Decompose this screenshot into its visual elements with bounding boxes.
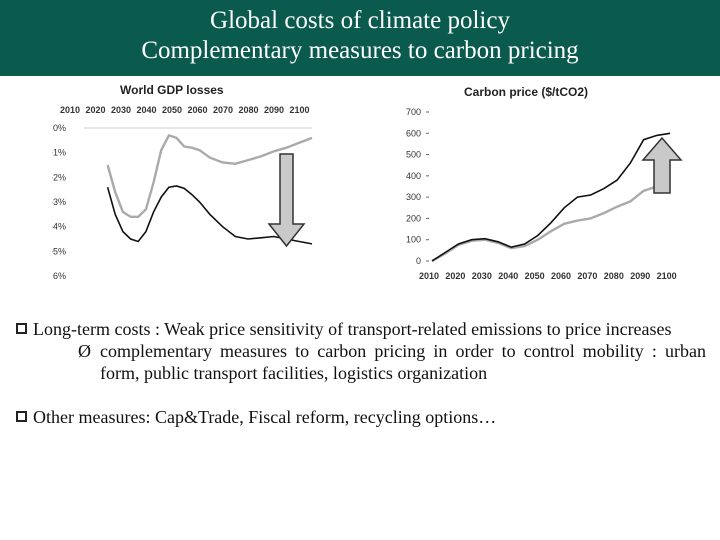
price-x-tick-label: 2040 xyxy=(498,271,518,281)
bullet-item-1: Long-term costs : Weak price sensitivity… xyxy=(16,318,706,340)
gdp-losses-chart: World GDP losses 2010 2020 2030 2040 2050 206… xyxy=(52,83,313,281)
carbon-price-chart: Carbon price ($/tCO2) 2010 2020 2030 2040 20… xyxy=(406,85,683,281)
price-x-tick-label: 2010 xyxy=(419,271,439,281)
gdp-x-tick-label: 2090 xyxy=(264,105,284,115)
gdp-series-light-line xyxy=(106,133,313,219)
sub-bullet-1-text: complementary measures to carbon pricing… xyxy=(100,341,706,383)
price-y-tick-label: 600 xyxy=(406,128,421,138)
title-bar: Global costs of climate policy Complemen… xyxy=(0,0,720,76)
price-x-tick-label: 2060 xyxy=(551,271,571,281)
gdp-y-tick-label: 6% xyxy=(53,271,66,281)
gdp-x-tick-label: 2020 xyxy=(86,105,106,115)
bullet-item-2: Other measures: Cap&Trade, Fiscal reform… xyxy=(16,406,706,428)
gdp-series-dark-line xyxy=(106,185,313,245)
price-x-tick-label: 2100 xyxy=(657,271,677,281)
gdp-y-tick-label: -5% xyxy=(52,246,66,256)
price-x-tick-label: 2080 xyxy=(604,271,624,281)
gdp-x-tick-label: 2060 xyxy=(188,105,208,115)
price-y-tick-label: 500 xyxy=(406,150,421,160)
price-x-tick-label: 2020 xyxy=(445,271,465,281)
gdp-x-tick-label: 2010 xyxy=(60,105,80,115)
figure-strip xyxy=(0,76,720,290)
bullet-list: Long-term costs : Weak price sensitivity… xyxy=(16,318,706,428)
slide-title-line1: Global costs of climate policy xyxy=(210,7,510,34)
gdp-y-tick-label: -2% xyxy=(52,172,66,182)
gdp-down-arrow-shape xyxy=(267,153,306,248)
price-y-tick-label: 400 xyxy=(406,171,421,181)
gdp-chart-title: World GDP losses xyxy=(120,83,224,97)
gdp-x-tick-label: 2080 xyxy=(239,105,259,115)
gdp-x-tick-label: 2050 xyxy=(162,105,182,115)
gdp-y-tick-label: -3% xyxy=(52,197,66,207)
bullet-item-1-text: Long-term costs : Weak price sensitivity… xyxy=(33,319,672,339)
gdp-down-arrow xyxy=(267,153,306,248)
bullet-item-2-text: Other measures: Cap&Trade, Fiscal reform… xyxy=(33,407,497,427)
price-y-tick-label: 0 xyxy=(416,256,421,266)
square-bullet-icon xyxy=(16,323,27,334)
price-arrow-shape xyxy=(641,136,683,194)
gdp-y-tick-label: -4% xyxy=(52,222,66,232)
gdp-y-tick-label: 0% xyxy=(53,123,66,133)
gdp-x-tick-label: 2040 xyxy=(137,105,157,115)
price-series-light-line xyxy=(431,181,671,263)
square-bullet-icon xyxy=(16,411,27,422)
gdp-x-tick-label: 2030 xyxy=(111,105,131,115)
price-y-tick-label: 700 xyxy=(406,107,421,117)
price-y-tick-label: 200 xyxy=(406,213,421,223)
price-x-tick-label: 2090 xyxy=(630,271,650,281)
gdp-x-tick-label: 2070 xyxy=(213,105,233,115)
price-x-tick-label: 2030 xyxy=(472,271,492,281)
price-x-tick-label: 2050 xyxy=(525,271,545,281)
arrow-bullet-icon: Ø xyxy=(78,341,91,361)
price-up-arrow xyxy=(641,136,683,194)
price-y-tick-label: 300 xyxy=(406,192,421,202)
price-chart-title: Carbon price ($/tCO2) xyxy=(464,85,588,99)
price-series-dark-line xyxy=(431,132,671,262)
price-x-tick-label: 2070 xyxy=(577,271,597,281)
gdp-y-tick-label: -1% xyxy=(52,148,66,158)
slide-title-line2: Complementary measures to carbon pricing xyxy=(141,37,579,64)
price-y-tick-label: 100 xyxy=(406,235,421,245)
gdp-x-tick-label: 2100 xyxy=(290,105,310,115)
